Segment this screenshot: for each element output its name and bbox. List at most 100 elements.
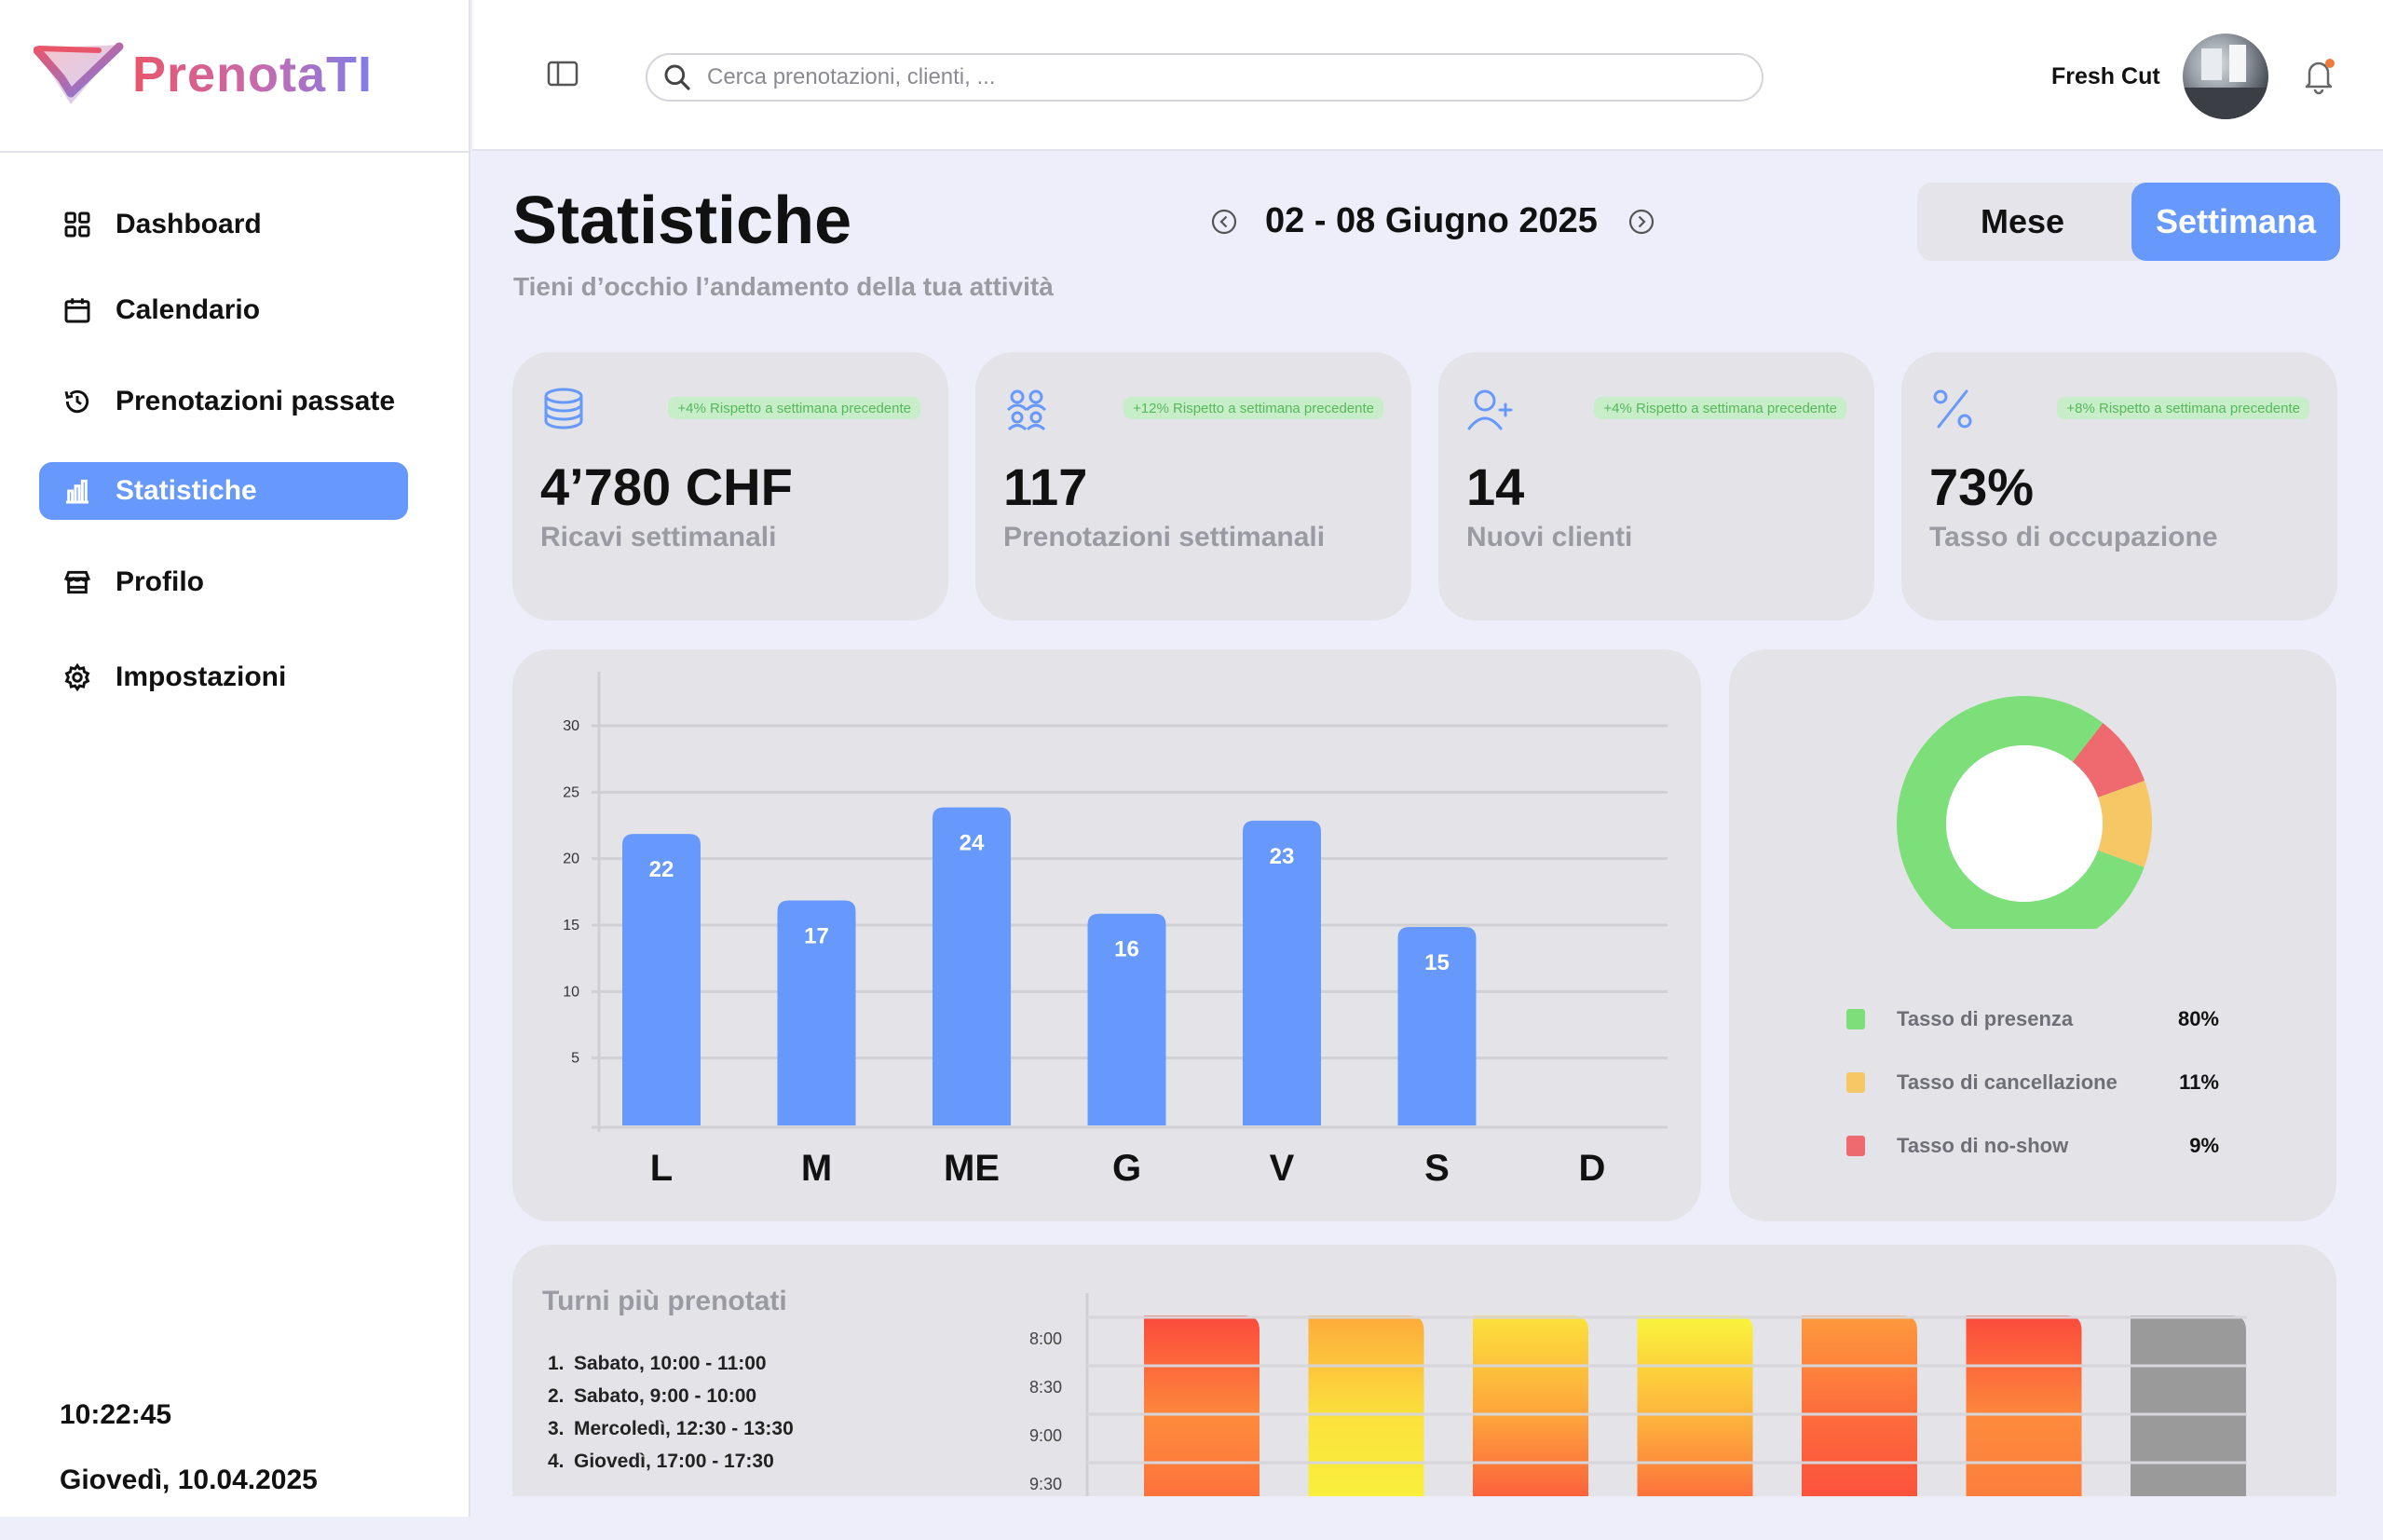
bar-value-label: 15 xyxy=(1424,950,1450,975)
sidebar-item-calendario[interactable]: Calendario xyxy=(39,281,408,339)
sidebar-divider xyxy=(0,151,470,153)
heatmap-column xyxy=(1308,1315,1424,1496)
next-week-button[interactable] xyxy=(1627,207,1656,237)
x-tick-label: M xyxy=(801,1148,832,1189)
previous-week-button[interactable] xyxy=(1209,207,1239,237)
x-tick-label: ME xyxy=(944,1148,1000,1189)
app-name: PrenotaTI xyxy=(132,47,374,102)
sidebar-item-label: Statistiche xyxy=(116,475,257,506)
top-shifts-list: 1. Sabato, 10:00 - 11:00 2. Sabato, 9:00 -… xyxy=(548,1347,794,1478)
sidebar-item-prenotazioni-passate[interactable]: Prenotazioni passate xyxy=(39,373,408,430)
list-item: 1. Sabato, 10:00 - 11:00 xyxy=(548,1352,767,1374)
attendance-chart-card: Tasso di presenza 80% Tasso di cancellaz… xyxy=(1729,649,2336,1221)
stat-value: 4’780 CHF xyxy=(540,457,793,516)
store-icon xyxy=(61,566,93,598)
toggle-month-button[interactable]: Mese xyxy=(1980,202,2065,240)
donut-hole xyxy=(1946,745,2103,902)
top-shifts-card: Turni più prenotati 1. Sabato, 10:00 - 11… xyxy=(512,1245,2336,1496)
y-tick-label: 20 xyxy=(563,852,579,867)
stat-card-occupancy: +8% Rispetto a settimana precedente 73% … xyxy=(1901,352,2337,620)
users-group-icon xyxy=(1006,389,1047,431)
heatmap-y-label: 9:00 xyxy=(1029,1426,1062,1445)
y-tick-label: 25 xyxy=(563,784,579,800)
page-subtitle: Tieni d’occhio l’andamento della tua att… xyxy=(513,272,1054,301)
gear-icon xyxy=(61,661,93,693)
bar xyxy=(1087,913,1166,1125)
heatmap-column xyxy=(1966,1315,2082,1496)
legend-item-presence: Tasso di presenza 80% xyxy=(1846,1005,2219,1033)
stat-label: Prenotazioni settimanali xyxy=(1003,522,1326,552)
period-toggle: Mese Settimana xyxy=(1917,183,2340,261)
page-footer-strip xyxy=(0,1517,2383,1540)
logo-check-icon xyxy=(34,42,124,104)
shift-heatmap-chart: 8:00 8:30 9:00 9:30 xyxy=(1029,1293,2247,1496)
stat-label: Nuovi clienti xyxy=(1466,522,1633,552)
legend-value: 80% xyxy=(2177,1007,2219,1030)
legend-label: Tasso di cancellazione xyxy=(1897,1070,2117,1094)
history-icon xyxy=(61,386,93,417)
bar-value-label: 24 xyxy=(960,831,985,856)
comparison-badge: +12% Rispetto a settimana precedente xyxy=(1123,397,1383,419)
sidebar-item-label: Prenotazioni passate xyxy=(116,386,396,416)
heatmap-y-label: 8:00 xyxy=(1029,1329,1062,1348)
heatmap-column xyxy=(2131,1315,2246,1496)
stat-card-bookings: +12% Rispetto a settimana precedente 117… xyxy=(975,352,1411,620)
sidebar-item-dashboard[interactable]: Dashboard xyxy=(39,196,408,253)
donut-slice xyxy=(2072,723,2145,797)
bar xyxy=(1243,820,1321,1125)
comparison-badge: +4% Rispetto a settimana precedente xyxy=(668,397,920,419)
x-tick-label: S xyxy=(1424,1148,1450,1189)
current-date: Giovedì, 10.04.2025 xyxy=(60,1465,318,1495)
legend-value: 11% xyxy=(2179,1070,2219,1094)
list-item: 4. Giovedì, 17:00 - 17:30 xyxy=(548,1450,774,1472)
x-tick-label: L xyxy=(650,1148,673,1189)
stat-label: Ricavi settimanali xyxy=(540,522,777,552)
calendar-icon xyxy=(61,294,93,326)
heatmap-column xyxy=(1637,1315,1753,1496)
page-title: Statistiche xyxy=(512,184,852,258)
legend-label: Tasso di presenza xyxy=(1897,1007,2074,1030)
toggle-week-button[interactable]: Settimana xyxy=(2131,183,2340,261)
bar xyxy=(1397,927,1477,1125)
attendance-donut-chart xyxy=(1897,696,2152,929)
bar-value-label: 23 xyxy=(1270,844,1295,869)
y-tick-label: 30 xyxy=(563,718,579,734)
search-icon xyxy=(664,64,690,90)
avatar[interactable] xyxy=(2183,34,2268,119)
search-input[interactable] xyxy=(707,64,1732,90)
top-shifts-title: Turni più prenotati xyxy=(542,1286,787,1316)
heatmap-y-label: 9:30 xyxy=(1029,1475,1062,1493)
stat-value: 117 xyxy=(1003,457,1088,516)
comparison-badge: +4% Rispetto a settimana precedente xyxy=(1594,397,1846,419)
legend-swatch xyxy=(1846,1136,1866,1156)
sidebar-item-label: Calendario xyxy=(116,294,261,325)
list-item: 3. Mercoledì, 12:30 - 13:30 xyxy=(548,1417,794,1439)
donut-slice xyxy=(1897,696,2145,929)
sidebar: PrenotaTI Dashboard Calendario Prenotazi… xyxy=(0,0,470,1517)
bar-chart-icon xyxy=(61,475,93,507)
stat-value: 73% xyxy=(1929,457,2035,516)
notification-bell-icon[interactable] xyxy=(2300,56,2337,95)
app-logo[interactable]: PrenotaTI xyxy=(34,41,373,108)
sidebar-item-label: Impostazioni xyxy=(116,661,287,692)
sidebar-item-label: Dashboard xyxy=(116,209,262,239)
stat-card-revenue: +4% Rispetto a settimana precedente 4’78… xyxy=(512,352,948,620)
heatmap-column xyxy=(1802,1315,1917,1496)
comparison-badge: +8% Rispetto a settimana precedente xyxy=(2057,397,2309,419)
search-bar[interactable] xyxy=(646,53,1763,102)
legend-item-no-show: Tasso di no-show 9% xyxy=(1846,1132,2219,1160)
stat-card-new-clients: +4% Rispetto a settimana precedente 14 N… xyxy=(1438,352,1874,620)
sidebar-toggle-icon[interactable] xyxy=(547,60,579,88)
bar-value-label: 17 xyxy=(804,923,829,948)
legend-swatch xyxy=(1846,1072,1866,1093)
bar xyxy=(933,807,1011,1125)
sidebar-item-profilo[interactable]: Profilo xyxy=(39,553,408,611)
database-icon xyxy=(544,388,583,429)
sidebar-item-statistiche[interactable]: Statistiche xyxy=(39,462,408,520)
x-tick-label: D xyxy=(1579,1148,1606,1189)
legend-item-cancellation: Tasso di cancellazione 11% xyxy=(1846,1069,2219,1097)
heatmap-column xyxy=(1144,1315,1260,1496)
bar xyxy=(622,834,701,1125)
sidebar-item-impostazioni[interactable]: Impostazioni xyxy=(39,648,408,706)
legend-value: 9% xyxy=(2189,1134,2219,1157)
